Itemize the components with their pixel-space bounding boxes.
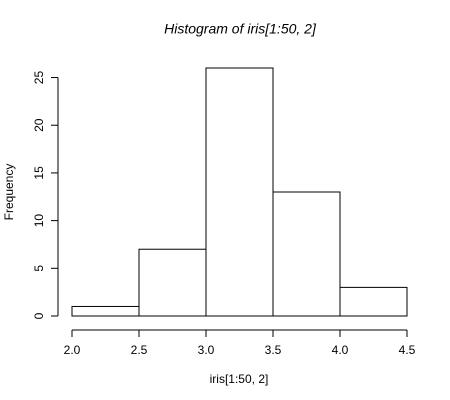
y-tick-label: 20 [32,118,46,132]
y-axis-label: Frequency [2,164,16,221]
x-axis-label: iris[1:50, 2] [210,372,269,386]
bar [205,67,274,317]
y-tick-label: 15 [32,166,46,180]
x-tick-label: 2.5 [131,343,148,357]
x-tick-label: 2.0 [64,343,81,357]
x-tick-label: 3.5 [265,343,282,357]
y-tick-label: 25 [32,71,46,85]
bar [138,248,207,317]
bar [71,305,140,317]
bar [339,286,408,317]
chart-title: Histogram of iris[1:50, 2] [164,21,317,37]
y-tick-label: 5 [32,265,46,272]
bar [272,191,341,317]
y-tick-label: 0 [32,312,46,319]
x-tick-label: 4.0 [332,343,349,357]
x-tick-label: 3.0 [198,343,215,357]
y-tick-label: 10 [32,214,46,228]
x-tick-label: 4.5 [399,343,416,357]
